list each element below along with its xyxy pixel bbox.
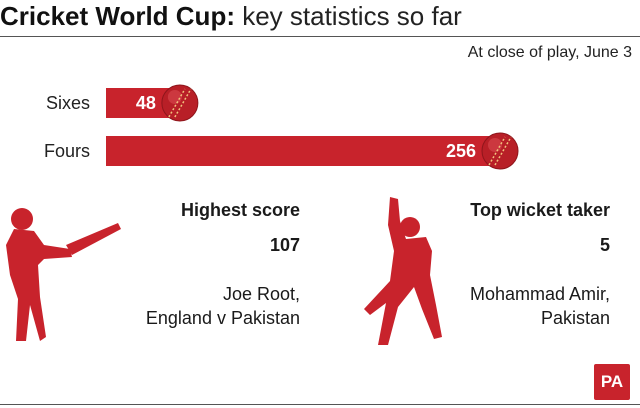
bar-value-fours: 256 (446, 141, 476, 161)
top-wicket-name-line2: Pakistan (540, 308, 610, 328)
top-wicket-value: 5 (599, 235, 610, 255)
highest-score-value: 107 (269, 235, 300, 255)
top-wicket-block: Top wicket taker 5 Mohammad Amir, Pakist… (470, 200, 610, 330)
title-rule (0, 36, 640, 37)
top-wicket-heading: Top wicket taker (470, 200, 610, 220)
pa-logo: PA (594, 364, 630, 400)
page-title: Cricket World Cup: key statistics so far (0, 0, 640, 34)
top-wicket-name-line1: Mohammad Amir, (469, 284, 610, 304)
highest-score-name-line1: Joe Root, (222, 284, 300, 304)
bar-label-fours: Fours (44, 141, 90, 161)
bar-chart: Sixes 48 Fours 256 (44, 84, 519, 170)
title-bold: Cricket World Cup: (0, 1, 235, 31)
highest-score-heading: Highest score (180, 200, 300, 220)
cricket-ball-icon (481, 132, 519, 170)
highest-score-name-line2: England v Pakistan (145, 308, 300, 328)
cricket-ball-icon (161, 84, 199, 122)
highest-score-player: Joe Root, England v Pakistan (146, 282, 300, 330)
top-wicket-player: Mohammad Amir, Pakistan (470, 282, 610, 330)
title-rest: key statistics so far (234, 1, 462, 31)
bottom-rule (0, 404, 640, 405)
bar-value-sixes: 48 (136, 93, 156, 113)
highest-score-block: Highest score 107 Joe Root, England v Pa… (146, 200, 300, 330)
bar-fours (106, 136, 500, 166)
bar-label-sixes: Sixes (46, 93, 90, 113)
subtitle: At close of play, June 3 (467, 44, 632, 61)
bowler-silhouette-icon (364, 197, 442, 345)
batsman-silhouette-icon (6, 208, 121, 341)
